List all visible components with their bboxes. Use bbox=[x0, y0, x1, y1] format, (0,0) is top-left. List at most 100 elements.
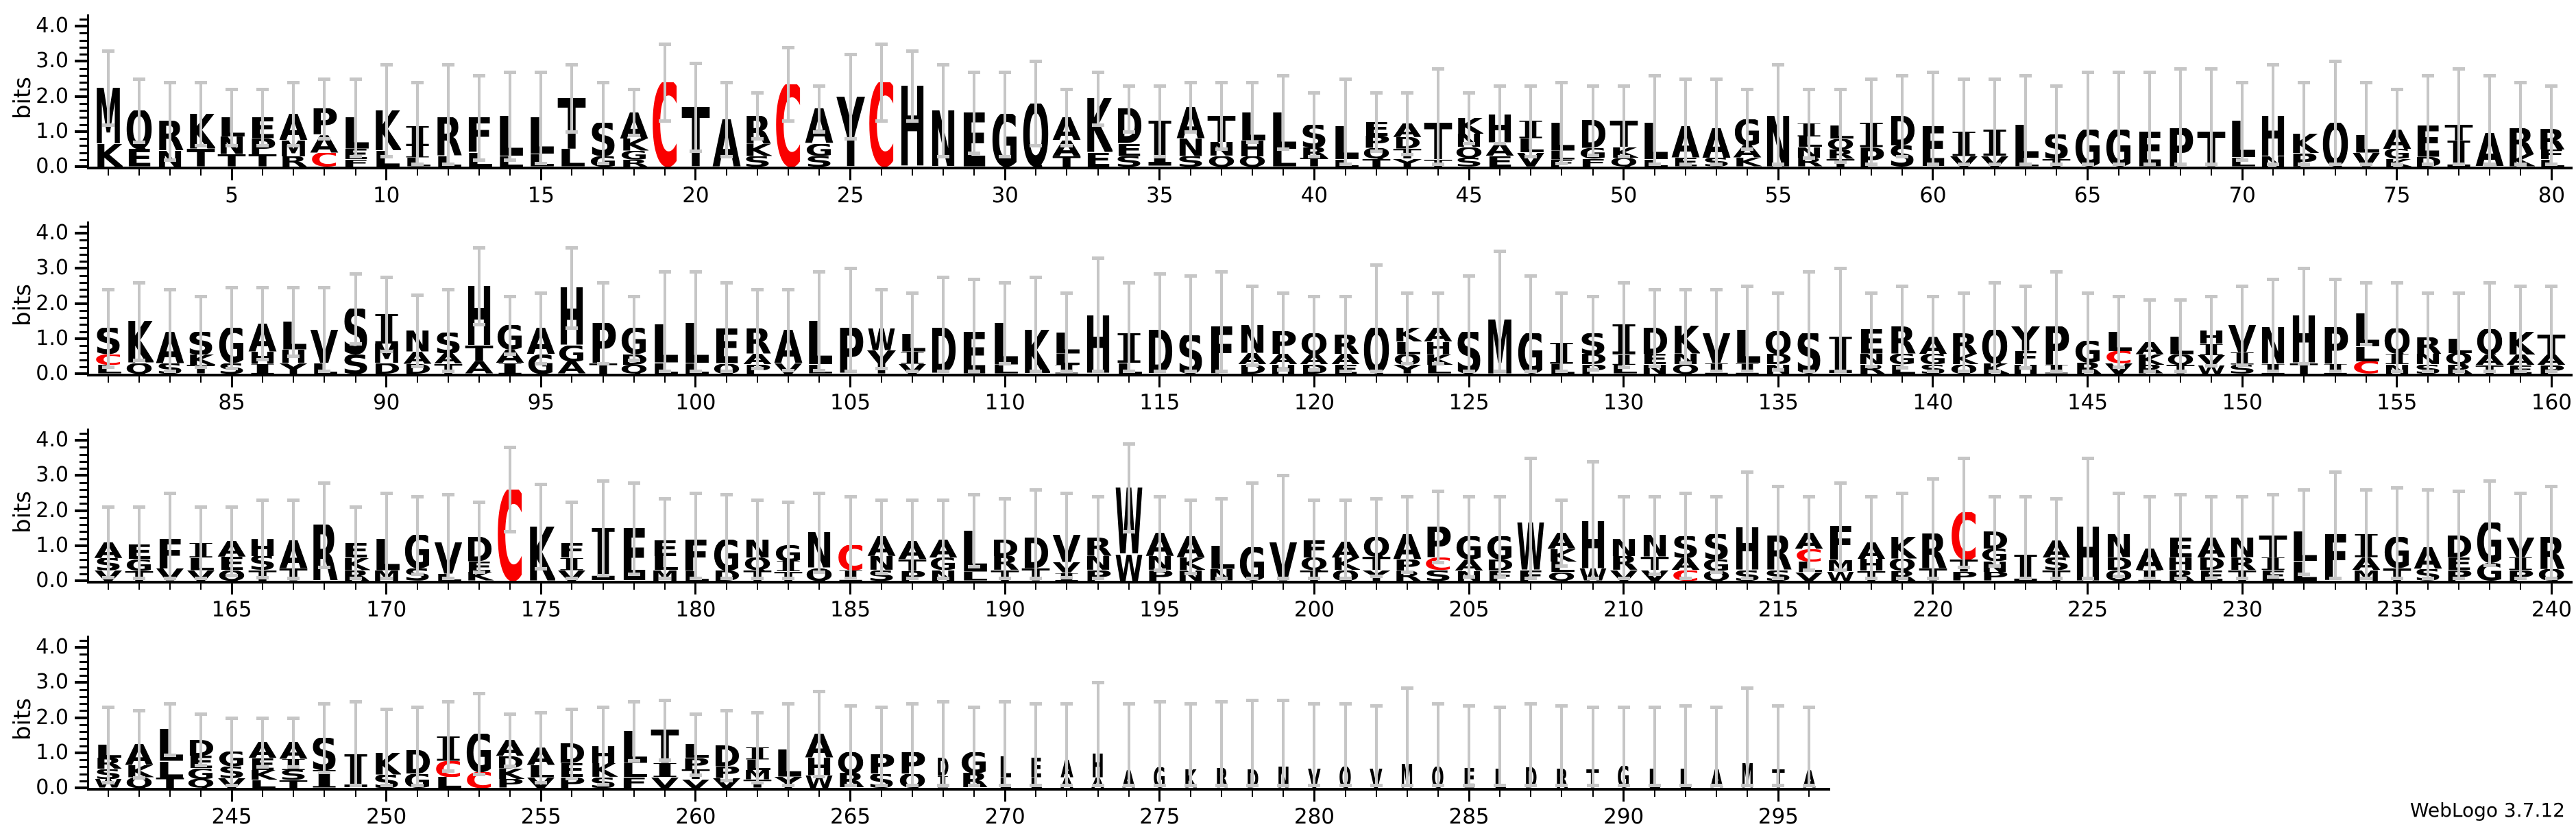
x-tick-label: 240 bbox=[2531, 597, 2573, 622]
error-bar-cap-bottom bbox=[1895, 576, 1908, 580]
error-bar-cap-bottom bbox=[1741, 576, 1754, 580]
error-bar-cap-bottom bbox=[504, 765, 517, 769]
y-tick-label: 1.0 bbox=[36, 119, 69, 143]
x-tick bbox=[942, 791, 944, 797]
error-bar-cap-bottom bbox=[566, 576, 579, 580]
error-bar bbox=[2086, 293, 2089, 371]
x-tick bbox=[416, 169, 418, 176]
error-bar-cap-bottom bbox=[813, 368, 826, 372]
weblogo-version-label: WebLogo 3.7.12 bbox=[2409, 799, 2565, 821]
error-bar-cap-bottom bbox=[627, 758, 640, 762]
error-bar-cap-bottom bbox=[968, 369, 981, 373]
svg-text:L: L bbox=[156, 762, 184, 778]
residue-letter: Y bbox=[1393, 159, 1422, 167]
svg-text:T: T bbox=[1362, 159, 1391, 167]
residue-letter: D bbox=[403, 364, 432, 374]
x-tick bbox=[973, 169, 975, 176]
x-tick bbox=[1653, 169, 1655, 176]
error-bar-cap-top bbox=[1958, 291, 1971, 296]
svg-text:L: L bbox=[434, 777, 462, 788]
residue-letter: C bbox=[310, 153, 339, 167]
error-bar-cap-top bbox=[1400, 291, 1413, 296]
svg-text:L: L bbox=[620, 763, 648, 778]
error-bar bbox=[1158, 273, 1161, 371]
x-tick bbox=[818, 376, 821, 383]
error-bar bbox=[973, 278, 976, 371]
svg-text:Q: Q bbox=[1671, 365, 1699, 374]
error-bar bbox=[1282, 75, 1285, 149]
error-bar bbox=[2210, 296, 2213, 365]
error-bar bbox=[663, 272, 666, 371]
residue-letter: G bbox=[805, 144, 834, 156]
error-bar-cap-top bbox=[720, 493, 733, 497]
error-bar-cap-bottom bbox=[2112, 574, 2125, 578]
error-bar-cap-bottom bbox=[2081, 162, 2094, 166]
error-bar-cap-top bbox=[627, 700, 640, 704]
svg-text:S: S bbox=[1176, 156, 1204, 167]
x-tick bbox=[199, 791, 202, 797]
error-bar bbox=[1622, 282, 1625, 367]
error-bar bbox=[941, 64, 945, 156]
x-tick bbox=[1283, 376, 1285, 383]
y-minor-tick bbox=[80, 352, 87, 355]
error-bar-cap-bottom bbox=[1524, 369, 1538, 373]
error-bar-cap-top bbox=[2453, 490, 2466, 494]
error-bar-cap-bottom bbox=[1864, 364, 1878, 368]
residue-letter: T bbox=[1362, 159, 1391, 167]
error-bar bbox=[725, 710, 729, 780]
error-bar bbox=[509, 714, 512, 767]
x-tick bbox=[230, 376, 233, 387]
x-tick-label: 150 bbox=[2222, 390, 2263, 415]
x-tick bbox=[354, 791, 356, 797]
error-bar-cap-top bbox=[1308, 295, 1321, 299]
error-bar-cap-top bbox=[1555, 498, 1568, 503]
y-minor-tick bbox=[80, 675, 87, 677]
error-bar bbox=[1900, 492, 1904, 578]
error-bar bbox=[1993, 496, 1997, 566]
svg-text:T: T bbox=[156, 778, 184, 788]
error-bar bbox=[2117, 296, 2120, 367]
error-bar-cap-top bbox=[2453, 67, 2466, 71]
error-bar-cap-top bbox=[1060, 702, 1073, 706]
error-bar-cap-bottom bbox=[813, 570, 826, 574]
error-bar bbox=[973, 707, 976, 785]
residue-letter: S bbox=[743, 156, 772, 167]
error-bar-cap-bottom bbox=[1030, 783, 1043, 787]
error-bar bbox=[663, 699, 666, 760]
error-bar-cap-bottom bbox=[2112, 365, 2125, 369]
x-tick bbox=[2211, 376, 2213, 383]
svg-text:T: T bbox=[280, 780, 308, 788]
error-bar-cap-bottom bbox=[2390, 162, 2403, 166]
error-bar bbox=[1653, 707, 1656, 785]
x-tick bbox=[602, 376, 604, 383]
svg-text:K: K bbox=[620, 139, 648, 151]
residue-letter: L bbox=[2228, 158, 2257, 167]
error-bar-cap-top bbox=[1215, 496, 1228, 501]
error-bar-cap-bottom bbox=[2514, 162, 2527, 166]
x-tick bbox=[509, 169, 511, 176]
error-bar-cap-top bbox=[689, 61, 702, 65]
error-bar-cap-bottom bbox=[1617, 365, 1630, 369]
error-bar-cap-top bbox=[441, 63, 454, 67]
error-bar-cap-top bbox=[2359, 81, 2372, 84]
error-bar-cap-top bbox=[906, 498, 919, 503]
error-bar-cap-top bbox=[813, 84, 826, 88]
error-bar bbox=[2364, 82, 2368, 164]
error-bar bbox=[478, 247, 481, 325]
error-bar-cap-bottom bbox=[1308, 783, 1321, 787]
error-bar bbox=[725, 282, 729, 371]
x-tick bbox=[942, 376, 944, 383]
x-tick bbox=[726, 376, 728, 383]
y-tick-label: 4.0 bbox=[36, 635, 69, 659]
residue-letter: S bbox=[341, 355, 370, 374]
error-bar-cap-top bbox=[1895, 73, 1908, 77]
svg-text:P: P bbox=[558, 778, 586, 788]
error-bar-cap-top bbox=[1586, 459, 1599, 464]
error-bar bbox=[1529, 704, 1533, 785]
x-tick bbox=[2117, 169, 2119, 176]
error-bar-cap-bottom bbox=[2298, 162, 2311, 166]
error-bar-cap-top bbox=[2329, 60, 2342, 64]
error-bar-cap-top bbox=[875, 706, 888, 710]
svg-text:W: W bbox=[2197, 365, 2225, 374]
x-tick bbox=[169, 376, 171, 383]
